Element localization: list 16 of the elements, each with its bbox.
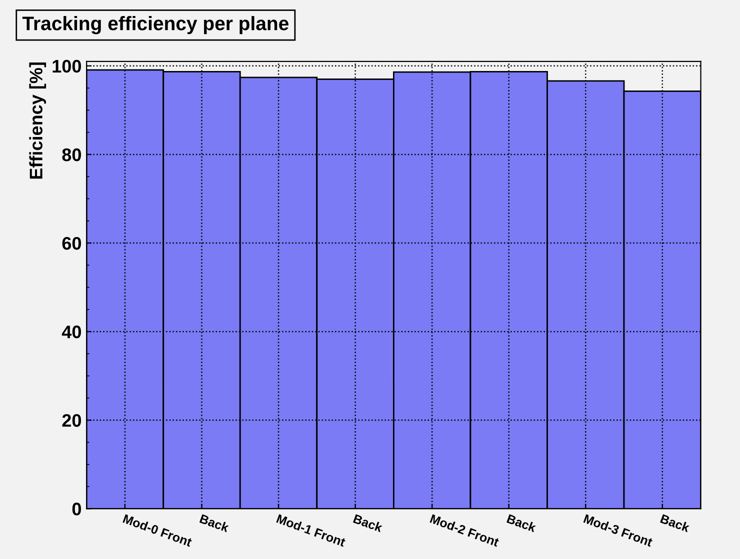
x-tick-label: Mod-3 Front	[583, 514, 654, 547]
x-tick-label: Back	[660, 514, 690, 532]
y-axis-title: Efficiency [%]	[29, 62, 46, 179]
y-tick-label: 60	[62, 236, 81, 250]
y-tick-label: 80	[62, 148, 81, 162]
x-tick-label: Mod-2 Front	[430, 514, 500, 547]
x-tick-label: Back	[352, 514, 384, 532]
x-tick-label: Mod-0 Front	[122, 514, 193, 547]
x-tick-label: Back	[199, 514, 230, 532]
y-tick-label: 100	[52, 60, 81, 73]
y-tick-label: 40	[62, 326, 81, 338]
y-tick-label: 20	[62, 414, 81, 427]
x-tick-label: Mod-1 Front	[276, 514, 346, 547]
y-tick-label: 0	[72, 502, 81, 516]
chart-title: Tracking efficiency per plane	[22, 16, 288, 34]
x-tick-label: Back	[506, 514, 537, 532]
